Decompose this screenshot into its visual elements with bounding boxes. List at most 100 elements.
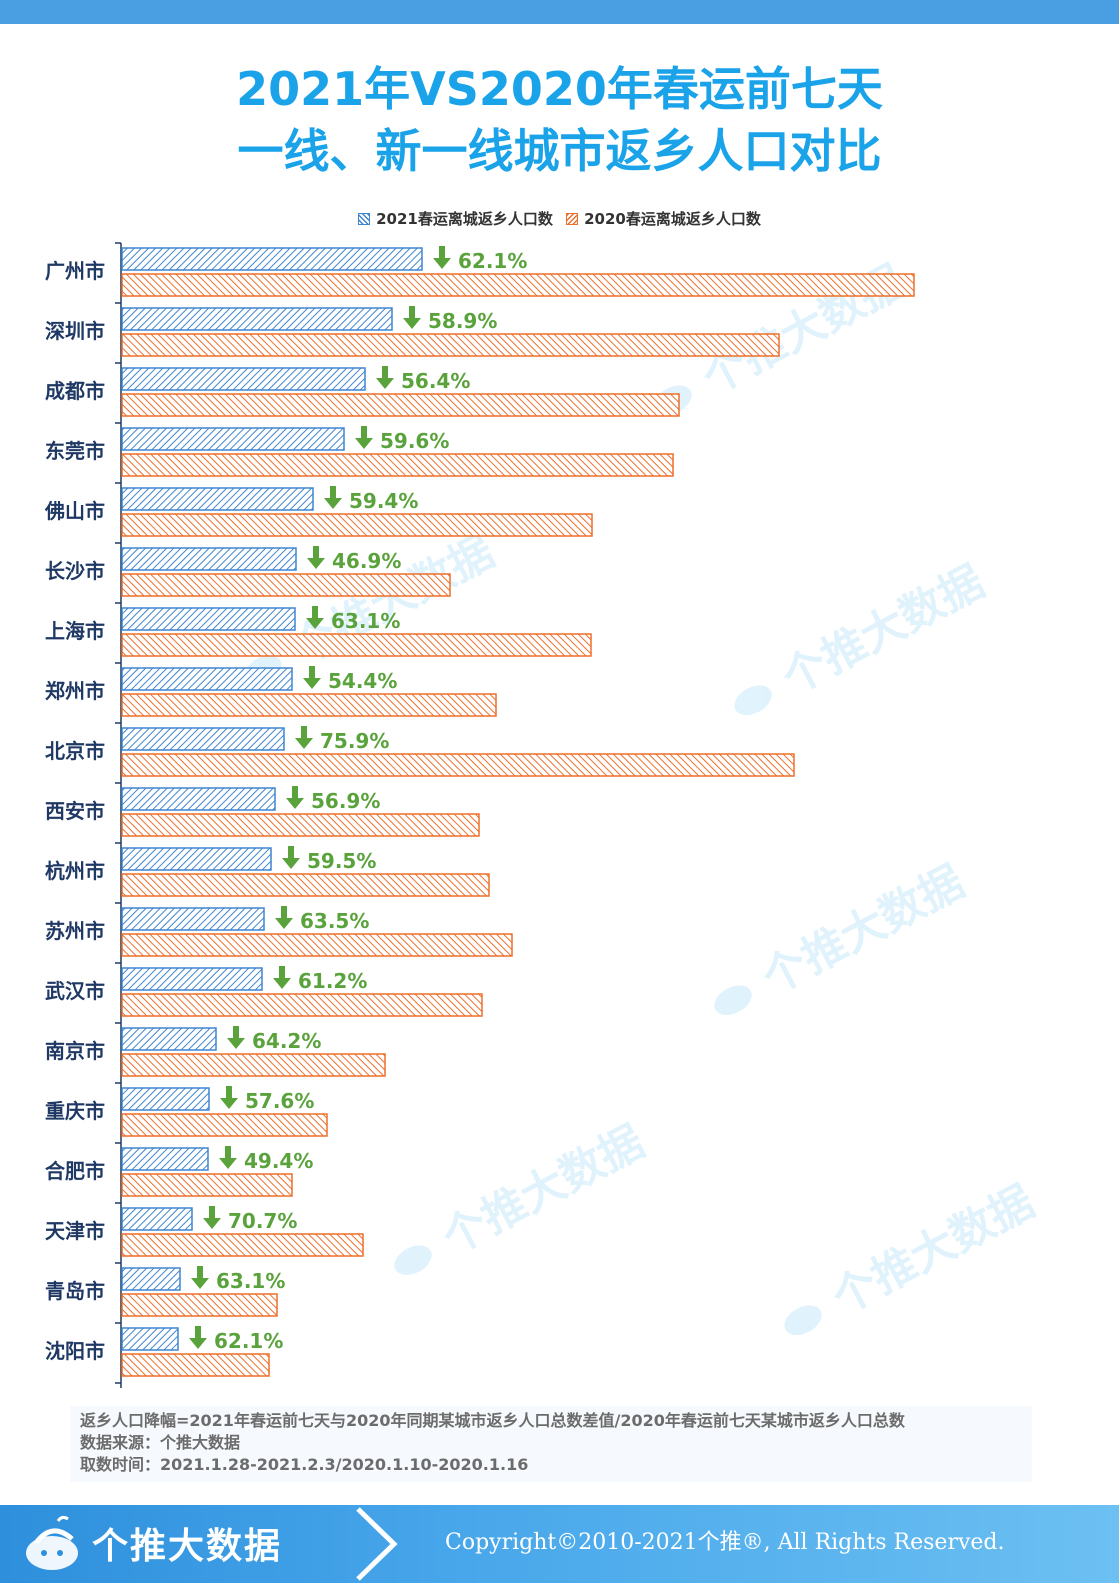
bar-2020 bbox=[121, 993, 483, 1017]
category-label: 上海市 bbox=[45, 619, 105, 643]
change-label: 54.4% bbox=[328, 669, 397, 693]
down-arrow-head bbox=[191, 1278, 209, 1289]
down-arrow-icon bbox=[189, 1326, 207, 1349]
legend-swatch-2021 bbox=[358, 212, 371, 225]
bar-2021 bbox=[121, 967, 263, 991]
down-arrow-shaft bbox=[309, 666, 315, 680]
change-label: 63.5% bbox=[300, 909, 369, 933]
whale-watermark-icon bbox=[734, 685, 772, 716]
category-label: 郑州市 bbox=[45, 679, 105, 703]
change-label: 70.7% bbox=[228, 1209, 297, 1233]
legend-label-2020: 2020春运离城返乡人口数 bbox=[584, 210, 761, 228]
bar-2021 bbox=[121, 727, 285, 751]
category-label: 合肥市 bbox=[45, 1159, 105, 1183]
legend: 2021春运离城返乡人口数 2020春运离城返乡人口数 bbox=[0, 208, 1119, 229]
down-arrow-head bbox=[433, 258, 451, 269]
down-arrow-shaft bbox=[288, 846, 294, 860]
category-label: 东莞市 bbox=[45, 439, 105, 463]
bars-layer: 广州市 62.1% 深圳市 58.9% 成都市 56.4% 东莞市 59.6% 佛山市 59.4%… bbox=[44, 246, 915, 1377]
footer-banner: 个推大数据 Copyright©2010-2021个推®, All Rights… bbox=[0, 1505, 1119, 1583]
bar-2021 bbox=[121, 1027, 217, 1051]
down-arrow-head bbox=[306, 618, 324, 629]
note-period: 取数时间：2021.1.28-2021.2.3/2020.1.10-2020.1… bbox=[80, 1455, 529, 1474]
category-label: 成都市 bbox=[45, 379, 105, 403]
down-arrow-shaft bbox=[382, 366, 388, 380]
down-arrow-head bbox=[303, 678, 321, 689]
down-arrow-head bbox=[219, 1158, 237, 1169]
bar-2020 bbox=[121, 1233, 364, 1257]
change-label: 59.4% bbox=[349, 489, 418, 513]
top-accent-bar bbox=[0, 0, 1119, 24]
down-arrow-icon bbox=[306, 606, 324, 629]
legend-swatch-2020 bbox=[566, 212, 579, 225]
bar-2020 bbox=[121, 1173, 293, 1197]
footer-copyright: Copyright©2010-2021个推®, All Rights Reser… bbox=[445, 1530, 1005, 1555]
category-label: 杭州市 bbox=[45, 859, 105, 883]
down-arrow-icon bbox=[433, 246, 451, 269]
bar-2021 bbox=[121, 1207, 193, 1231]
change-label: 58.9% bbox=[428, 309, 497, 333]
bar-2021 bbox=[121, 1087, 210, 1111]
note-formula: 返乡人口降幅=2021年春运前七天与2020年同期某城市返乡人口总数差值/202… bbox=[80, 1411, 905, 1430]
down-arrow-head bbox=[355, 438, 373, 449]
down-arrow-icon bbox=[191, 1266, 209, 1289]
category-label: 佛山市 bbox=[44, 499, 105, 523]
change-label: 59.5% bbox=[307, 849, 376, 873]
down-arrow-shaft bbox=[301, 726, 307, 740]
watermark-text: 个推大数据 bbox=[774, 556, 992, 704]
category-label: 南京市 bbox=[45, 1039, 105, 1063]
bar-2021 bbox=[121, 1327, 179, 1351]
change-label: 56.9% bbox=[311, 789, 380, 813]
down-arrow-shaft bbox=[225, 1146, 231, 1160]
bar-2021 bbox=[121, 547, 297, 571]
change-label: 64.2% bbox=[252, 1029, 321, 1053]
change-label: 63.1% bbox=[216, 1269, 285, 1293]
bar-2021 bbox=[121, 787, 276, 811]
bar-2020 bbox=[121, 693, 497, 717]
watermark: 个推大数据 bbox=[784, 1176, 1043, 1336]
legend-label-2021: 2021春运离城返乡人口数 bbox=[376, 210, 553, 228]
down-arrow-head bbox=[227, 1038, 245, 1049]
down-arrow-head bbox=[273, 978, 291, 989]
bar-2020 bbox=[121, 453, 674, 477]
bar-2020 bbox=[121, 753, 795, 777]
chart-title-line-2: 一线、新一线城市返乡人口对比 bbox=[237, 124, 882, 178]
bar-2021 bbox=[121, 427, 345, 451]
down-arrow-head bbox=[376, 378, 394, 389]
down-arrow-shaft bbox=[279, 966, 285, 980]
bar-2021 bbox=[121, 667, 293, 691]
whale-watermark-icon bbox=[784, 1305, 822, 1336]
down-arrow-icon bbox=[273, 966, 291, 989]
bar-2020 bbox=[121, 1353, 270, 1377]
category-label: 长沙市 bbox=[45, 559, 105, 583]
down-arrow-shaft bbox=[312, 606, 318, 620]
down-arrow-head bbox=[203, 1218, 221, 1229]
watermark: 个推大数据 bbox=[394, 1116, 653, 1276]
change-label: 61.2% bbox=[298, 969, 367, 993]
change-label: 49.4% bbox=[244, 1149, 313, 1173]
chart-title-line-1: 2021年VS2020年春运前七天 bbox=[236, 62, 883, 116]
down-arrow-head bbox=[286, 798, 304, 809]
down-arrow-shaft bbox=[409, 306, 415, 320]
down-arrow-shaft bbox=[233, 1026, 239, 1040]
down-arrow-icon bbox=[286, 786, 304, 809]
down-arrow-icon bbox=[220, 1086, 238, 1109]
down-arrow-icon bbox=[403, 306, 421, 329]
change-label: 75.9% bbox=[320, 729, 389, 753]
down-arrow-shaft bbox=[226, 1086, 232, 1100]
down-arrow-head bbox=[403, 318, 421, 329]
down-arrow-shaft bbox=[195, 1326, 201, 1340]
down-arrow-shaft bbox=[197, 1266, 203, 1280]
down-arrow-shaft bbox=[361, 426, 367, 440]
category-label: 苏州市 bbox=[45, 919, 105, 943]
down-arrow-icon bbox=[324, 486, 342, 509]
bar-2020 bbox=[121, 1113, 328, 1137]
notes-box: 返乡人口降幅=2021年春运前七天与2020年同期某城市返乡人口总数差值/202… bbox=[70, 1406, 1032, 1482]
down-arrow-shaft bbox=[209, 1206, 215, 1220]
down-arrow-shaft bbox=[313, 546, 319, 560]
bar-2020 bbox=[121, 1053, 386, 1077]
bar-2021 bbox=[121, 1147, 209, 1171]
watermark: 个推大数据 bbox=[734, 556, 993, 716]
category-label: 青岛市 bbox=[45, 1279, 105, 1303]
